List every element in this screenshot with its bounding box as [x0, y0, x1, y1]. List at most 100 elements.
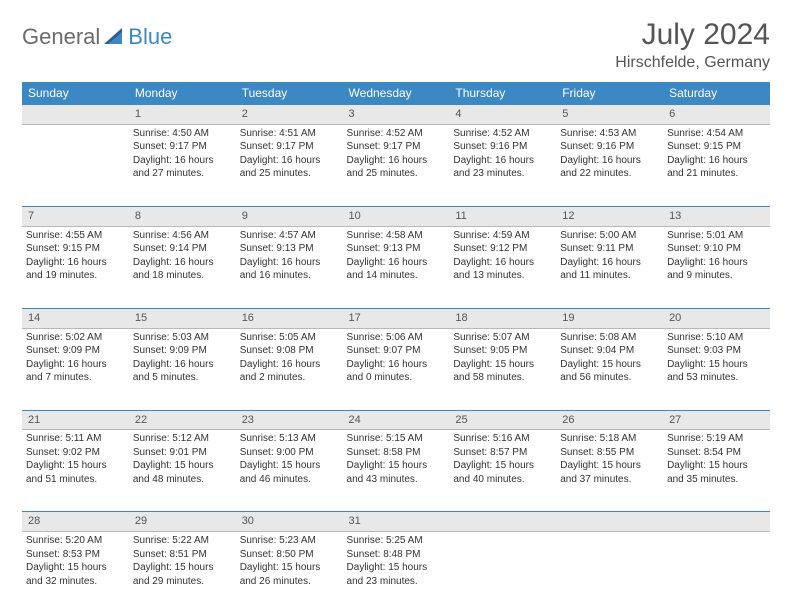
day-cell: Sunrise: 5:11 AMSunset: 9:02 PMDaylight:…: [22, 430, 129, 512]
day-number-cell: 12: [556, 206, 663, 226]
daylight-line: Daylight: 16 hours and 25 minutes.: [347, 154, 446, 181]
sunrise-line: Sunrise: 4:55 AM: [26, 229, 125, 243]
day-number-row: 123456: [22, 105, 770, 125]
day-cell: Sunrise: 5:01 AMSunset: 9:10 PMDaylight:…: [663, 226, 770, 308]
sunrise-line: Sunrise: 5:25 AM: [347, 534, 446, 548]
day-cell: Sunrise: 5:02 AMSunset: 9:09 PMDaylight:…: [22, 328, 129, 410]
day-cell: Sunrise: 4:58 AMSunset: 9:13 PMDaylight:…: [343, 226, 450, 308]
calendar-table: SundayMondayTuesdayWednesdayThursdayFrid…: [22, 82, 770, 614]
sunset-line: Sunset: 9:05 PM: [453, 344, 552, 358]
day-content-row: Sunrise: 4:55 AMSunset: 9:15 PM Daylight:…: [22, 226, 770, 308]
day-cell: Sunrise: 4:56 AMSunset: 9:14 PMDaylight:…: [129, 226, 236, 308]
sunset-line: Sunset: 9:09 PM: [26, 344, 125, 358]
sunrise-line: Sunrise: 4:59 AM: [453, 229, 552, 243]
day-number-cell: 15: [129, 308, 236, 328]
day-number-cell: 23: [236, 410, 343, 430]
day-number-cell: 25: [449, 410, 556, 430]
day-cell: Sunrise: 5:12 AMSunset: 9:01 PMDaylight:…: [129, 430, 236, 512]
weekday-header: Friday: [556, 82, 663, 105]
weekday-header: Tuesday: [236, 82, 343, 105]
daylight-line: Daylight: 15 hours and 37 minutes.: [560, 459, 659, 486]
day-number-cell: 29: [129, 512, 236, 532]
sunrise-line: Sunrise: 5:05 AM: [240, 331, 339, 345]
day-cell: Sunrise: 5:10 AMSunset: 9:03 PMDaylight:…: [663, 328, 770, 410]
sunrise-line: Sunrise: 4:52 AM: [453, 127, 552, 141]
daylight-line: Daylight: 16 hours and 25 minutes.: [240, 154, 339, 181]
day-number-cell: 14: [22, 308, 129, 328]
sunset-line: Sunset: 9:15 PM: [26, 242, 125, 256]
day-number-cell: 28: [22, 512, 129, 532]
sunset-line: Sunset: 8:53 PM: [26, 548, 125, 562]
logo-text-general: General: [22, 24, 100, 50]
day-cell: Sunrise: 5:00 AMSunset: 9:11 PMDaylight:…: [556, 226, 663, 308]
day-number-cell: 1: [129, 105, 236, 125]
day-content-row: Sunrise: 5:20 AMSunset: 8:53 PMDaylight:…: [22, 532, 770, 614]
day-content-row: Sunrise: 4:50 AMSunset: 9:17 PMDaylight:…: [22, 124, 770, 206]
day-cell: Sunrise: 4:57 AMSunset: 9:13 PMDaylight:…: [236, 226, 343, 308]
day-number-cell: 8: [129, 206, 236, 226]
day-cell: Sunrise: 4:51 AMSunset: 9:17 PMDaylight:…: [236, 124, 343, 206]
daylight-line: Daylight: 16 hours and 11 minutes.: [560, 256, 659, 283]
sunrise-line: Sunrise: 5:02 AM: [26, 331, 125, 345]
day-number-cell: 27: [663, 410, 770, 430]
day-cell: Sunrise: 5:06 AMSunset: 9:07 PMDaylight:…: [343, 328, 450, 410]
day-number-cell: 10: [343, 206, 450, 226]
daylight-line: Daylight: 15 hours and 40 minutes.: [453, 459, 552, 486]
day-number-cell: 13: [663, 206, 770, 226]
day-number-cell: 4: [449, 105, 556, 125]
sunrise-line: Sunrise: 4:54 AM: [667, 127, 766, 141]
day-cell: Sunrise: 4:50 AMSunset: 9:17 PMDaylight:…: [129, 124, 236, 206]
sunset-line: Sunset: 9:13 PM: [347, 242, 446, 256]
sunrise-line: Sunrise: 5:15 AM: [347, 432, 446, 446]
daylight-line: Daylight: 16 hours and 23 minutes.: [453, 154, 552, 181]
logo-text-blue: Blue: [128, 24, 172, 50]
sunset-line: Sunset: 9:00 PM: [240, 446, 339, 460]
sunrise-line: Sunrise: 5:10 AM: [667, 331, 766, 345]
day-cell: Sunrise: 5:07 AMSunset: 9:05 PMDaylight:…: [449, 328, 556, 410]
day-number-row: 28293031: [22, 512, 770, 532]
day-cell: Sunrise: 5:18 AMSunset: 8:55 PMDaylight:…: [556, 430, 663, 512]
sunrise-line: Sunrise: 4:51 AM: [240, 127, 339, 141]
sunrise-line: Sunrise: 5:12 AM: [133, 432, 232, 446]
sunrise-line: Sunrise: 4:58 AM: [347, 229, 446, 243]
sunset-line: Sunset: 9:01 PM: [133, 446, 232, 460]
sunrise-line: Sunrise: 5:20 AM: [26, 534, 125, 548]
daylight-line: Daylight: 15 hours and 43 minutes.: [347, 459, 446, 486]
day-cell: [449, 532, 556, 614]
sunset-line: Sunset: 8:55 PM: [560, 446, 659, 460]
sunrise-line: Sunrise: 5:18 AM: [560, 432, 659, 446]
day-number-cell: [556, 512, 663, 532]
day-cell: Sunrise: 5:19 AMSunset: 8:54 PMDaylight:…: [663, 430, 770, 512]
sunrise-line: Sunrise: 5:07 AM: [453, 331, 552, 345]
day-number-cell: 20: [663, 308, 770, 328]
day-cell: Sunrise: 4:55 AMSunset: 9:15 PMDaylight:…: [22, 226, 129, 308]
daylight-line: Daylight: 15 hours and 48 minutes.: [133, 459, 232, 486]
daylight-line: Daylight: 15 hours and 32 minutes.: [26, 561, 125, 588]
day-number-cell: 18: [449, 308, 556, 328]
sunset-line: Sunset: 9:17 PM: [240, 140, 339, 154]
sunrise-line: Sunrise: 4:50 AM: [133, 127, 232, 141]
sunrise-line: Sunrise: 5:00 AM: [560, 229, 659, 243]
day-cell: Sunrise: 4:52 AMSunset: 9:17 PMDaylight:…: [343, 124, 450, 206]
daylight-line: Daylight: 16 hours and 13 minutes.: [453, 256, 552, 283]
day-number-cell: 21: [22, 410, 129, 430]
logo: General Blue: [22, 18, 172, 50]
day-number-cell: [663, 512, 770, 532]
day-number-cell: 2: [236, 105, 343, 125]
day-number-cell: 11: [449, 206, 556, 226]
daylight-line: Daylight: 16 hours and 14 minutes.: [347, 256, 446, 283]
day-cell: Sunrise: 5:08 AMSunset: 9:04 PMDaylight:…: [556, 328, 663, 410]
daylight-line: Daylight: 15 hours and 53 minutes.: [667, 358, 766, 385]
sunrise-line: Sunrise: 5:08 AM: [560, 331, 659, 345]
daylight-line: Daylight: 16 hours and 18 minutes.: [133, 256, 232, 283]
daylight-line: Daylight: 15 hours and 35 minutes.: [667, 459, 766, 486]
sunrise-line: Sunrise: 5:19 AM: [667, 432, 766, 446]
sunrise-line: Sunrise: 4:57 AM: [240, 229, 339, 243]
day-number-cell: 31: [343, 512, 450, 532]
sunset-line: Sunset: 9:08 PM: [240, 344, 339, 358]
title-block: July 2024 Hirschfelde, Germany: [615, 18, 770, 72]
weekday-header: Thursday: [449, 82, 556, 105]
daylight-line: Daylight: 15 hours and 51 minutes.: [26, 459, 125, 486]
sunset-line: Sunset: 9:02 PM: [26, 446, 125, 460]
day-cell: Sunrise: 5:20 AMSunset: 8:53 PMDaylight:…: [22, 532, 129, 614]
